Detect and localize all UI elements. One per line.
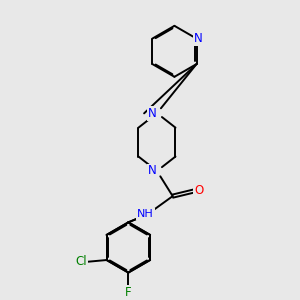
Text: F: F bbox=[125, 286, 132, 299]
Text: N: N bbox=[148, 107, 157, 120]
Text: N: N bbox=[194, 32, 203, 45]
Text: O: O bbox=[194, 184, 203, 197]
Text: Cl: Cl bbox=[75, 255, 87, 268]
Text: N: N bbox=[148, 164, 157, 178]
Text: NH: NH bbox=[137, 209, 154, 219]
